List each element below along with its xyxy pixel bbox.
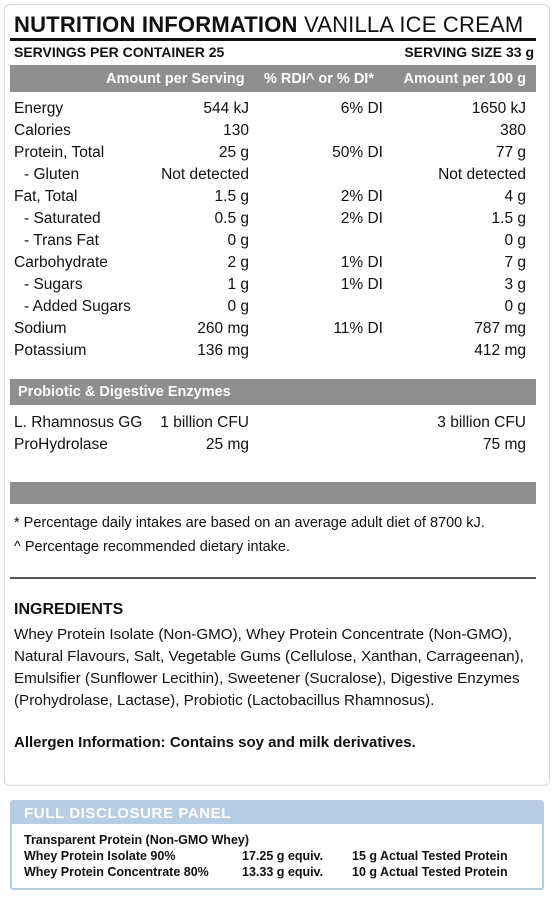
nutrient-amount: 1.5 g	[214, 188, 249, 205]
disclosure-protein-name: Whey Protein Isolate 90%	[24, 849, 176, 863]
table-row: Sodium 260 mg 11% DI 787 mg	[14, 320, 526, 342]
nutrient-name: - Trans Fat	[24, 232, 99, 249]
table-header: Amount per Serving % RDI^ or % DI* Amoun…	[10, 65, 536, 92]
nutrient-amount: Not detected	[161, 166, 249, 183]
table-row: - Added Sugars 0 g 0 g	[14, 298, 526, 320]
table-row: - Sugars 1 g 1% DI 3 g	[14, 276, 526, 298]
nutrient-name: - Sugars	[24, 276, 83, 293]
allergen-info: Allergen Information: Contains soy and m…	[14, 734, 416, 751]
nutrient-amount: 0 g	[227, 298, 249, 315]
nutrient-per100: 1650 kJ	[471, 100, 526, 117]
nutrient-rdi: 2% DI	[340, 210, 383, 227]
probiotic-name: ProHydrolase	[14, 436, 108, 453]
serving-size: SERVING SIZE 33 g	[404, 44, 534, 60]
nutrient-name: - Gluten	[24, 166, 80, 183]
table-row: Protein, Total 25 g 50% DI 77 g	[14, 144, 526, 166]
disclosure-header: FULL DISCLOSURE PANEL	[12, 802, 542, 824]
nutrient-rdi: 1% DI	[340, 276, 383, 293]
title-product: VANILLA ICE CREAM	[303, 12, 524, 37]
nutrient-name: Fat, Total	[14, 188, 78, 205]
header-rdi: % RDI^ or % DI*	[264, 71, 374, 87]
probiotic-name: L. Rhamnosus GG	[14, 414, 143, 431]
probiotic-section-header: Probiotic & Digestive Enzymes	[10, 379, 536, 405]
disclosure-subtitle: Transparent Protein (Non-GMO Whey)	[24, 833, 250, 847]
nutrient-rdi: 2% DI	[340, 188, 383, 205]
disclosure-tested: 10 g Actual Tested Protein	[352, 865, 508, 879]
probiotic-per100: 3 billion CFU	[437, 414, 526, 431]
nutrient-per100: 4 g	[504, 188, 526, 205]
nutrient-rdi: 6% DI	[340, 100, 383, 117]
nutrient-rdi: 1% DI	[340, 254, 383, 271]
nutrient-amount: 260 mg	[197, 320, 249, 337]
probiotic-amount: 1 billion CFU	[160, 414, 249, 431]
nutrient-name: - Saturated	[24, 210, 101, 227]
table-row: L. Rhamnosus GG 1 billion CFU 3 billion …	[14, 414, 526, 436]
section-divider-bar	[10, 482, 536, 504]
nutrient-amount: 25 g	[218, 144, 249, 161]
disclosure-equiv: 13.33 g equiv.	[242, 865, 324, 879]
title-rule	[10, 38, 536, 41]
nutrient-per100: 0 g	[504, 232, 526, 249]
table-row: Energy 544 kJ 6% DI 1650 kJ	[14, 100, 526, 122]
probiotic-per100: 75 mg	[482, 436, 526, 453]
header-per-100g: Amount per 100 g	[403, 71, 526, 87]
nutrient-per100: 0 g	[504, 298, 526, 315]
nutrient-name: Carbohydrate	[14, 254, 108, 271]
divider	[10, 577, 536, 579]
nutrient-per100: 787 mg	[474, 320, 526, 337]
servings-per-container: SERVINGS PER CONTAINER 25	[14, 44, 225, 60]
probiotic-title: Probiotic & Digestive Enzymes	[18, 384, 231, 400]
disclosure-panel: FULL DISCLOSURE PANEL Transparent Protei…	[10, 800, 544, 890]
title-main: NUTRITION INFORMATION	[14, 12, 298, 37]
nutrient-amount: 136 mg	[197, 342, 249, 359]
disclosure-tested: 15 g Actual Tested Protein	[352, 849, 508, 863]
nutrient-per100: 77 g	[495, 144, 526, 161]
panel-title: NUTRITION INFORMATION VANILLA ICE CREAM	[14, 12, 523, 38]
nutrient-name: Protein, Total	[14, 144, 105, 161]
nutrient-per100: 7 g	[504, 254, 526, 271]
table-row: - Trans Fat 0 g 0 g	[14, 232, 526, 254]
nutrient-per100: 1.5 g	[491, 210, 526, 227]
nutrient-amount: 544 kJ	[203, 100, 249, 117]
table-row: Calories 130 380	[14, 122, 526, 144]
ingredients-title: INGREDIENTS	[14, 601, 124, 618]
nutrient-name: Sodium	[14, 320, 67, 337]
nutrient-amount: 130	[223, 122, 249, 139]
footnote-rdi: ^ Percentage recommended dietary intake.	[14, 539, 291, 555]
table-row: Carbohydrate 2 g 1% DI 7 g	[14, 254, 526, 276]
nutrient-per100: 380	[500, 122, 526, 139]
footnote-daily-intake: * Percentage daily intakes are based on …	[14, 515, 485, 531]
table-row: ProHydrolase 25 mg 75 mg	[14, 436, 526, 458]
nutrient-amount: 0 g	[227, 232, 249, 249]
table-row: - Gluten Not detected Not detected	[14, 166, 526, 188]
nutrient-amount: 2 g	[227, 254, 249, 271]
nutrient-name: Potassium	[14, 342, 87, 359]
nutrient-name: Energy	[14, 100, 64, 117]
nutrient-per100: 3 g	[504, 276, 526, 293]
probiotic-amount: 25 mg	[205, 436, 249, 453]
nutrient-name: - Added Sugars	[24, 298, 131, 315]
header-per-serving: Amount per Serving	[106, 71, 245, 87]
disclosure-protein-name: Whey Protein Concentrate 80%	[24, 865, 209, 879]
nutrient-amount: 1 g	[227, 276, 249, 293]
nutrient-per100: Not detected	[438, 166, 526, 183]
ingredients-text: Whey Protein Isolate (Non-GMO), Whey Pro…	[14, 626, 524, 709]
table-row: Potassium 136 mg 412 mg	[14, 342, 526, 364]
nutrient-amount: 0.5 g	[214, 210, 249, 227]
table-row: - Saturated 0.5 g 2% DI 1.5 g	[14, 210, 526, 232]
nutrient-rdi: 50% DI	[332, 144, 383, 161]
disclosure-equiv: 17.25 g equiv.	[242, 849, 324, 863]
nutrient-name: Calories	[14, 122, 71, 139]
nutrient-rdi: 11% DI	[333, 320, 383, 337]
nutrient-per100: 412 mg	[474, 342, 526, 359]
disclosure-title: FULL DISCLOSURE PANEL	[24, 805, 232, 822]
table-row: Fat, Total 1.5 g 2% DI 4 g	[14, 188, 526, 210]
